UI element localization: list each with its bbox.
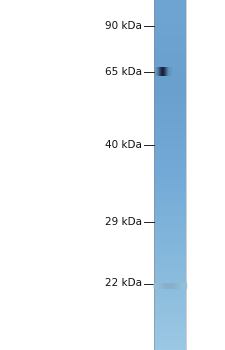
Text: 65 kDa: 65 kDa	[105, 67, 142, 77]
Text: 29 kDa: 29 kDa	[105, 217, 142, 227]
Text: 22 kDa: 22 kDa	[105, 279, 142, 288]
Text: 90 kDa: 90 kDa	[105, 21, 142, 31]
Text: 40 kDa: 40 kDa	[105, 140, 142, 150]
